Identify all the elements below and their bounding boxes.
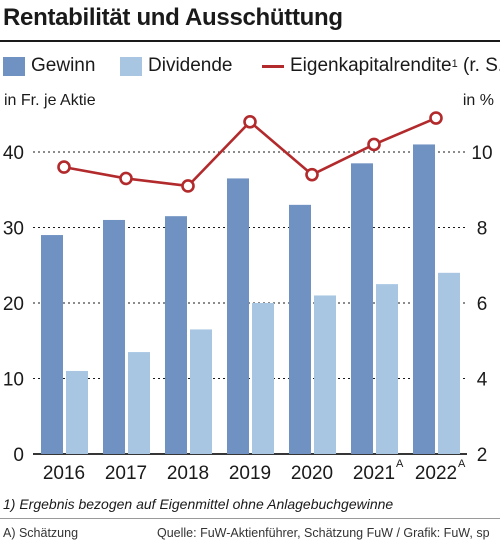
footnote: 1) Ergebnis bezogen auf Eigenmittel ohne…: [3, 496, 394, 512]
y-right-tick-label: 6: [477, 294, 488, 315]
y-right-tick-label: 4: [477, 370, 488, 391]
y-left-tick-label: 20: [3, 294, 24, 315]
x-tick-label-suffix: A: [458, 458, 466, 470]
bar-dividende: [66, 370, 88, 454]
x-tick-label: 2021: [353, 463, 395, 484]
y-left-tick-label: 0: [13, 445, 24, 466]
x-tick-label: 2016: [43, 463, 85, 484]
legend-label-ek-rendite-suffix: (r. S.): [463, 55, 500, 76]
legend: Gewinn Dividende Eigenkapitalrendite 1 (r…: [0, 55, 500, 79]
estimate-note: A) Schätzung: [3, 526, 79, 540]
bar-dividende: [314, 295, 336, 454]
point-ek-rendite: [429, 111, 443, 125]
right-axis-unit: in %: [462, 92, 494, 109]
source-note: Quelle: FuW-Aktienführer, Schätzung FuW …: [157, 526, 490, 540]
y-left-tick-label: 30: [3, 219, 24, 240]
bar-gewinn: [103, 219, 125, 454]
x-tick-label: 2017: [105, 463, 147, 484]
bar-gewinn: [351, 163, 373, 454]
legend-swatch-ek-rendite: [262, 64, 284, 68]
bar-gewinn: [227, 178, 249, 455]
bar-dividende: [438, 272, 460, 454]
x-tick-label: 2020: [291, 463, 333, 484]
title-divider: [0, 40, 500, 42]
x-tick-label: 2019: [229, 463, 271, 484]
x-tick-label: 2018: [167, 463, 209, 484]
footer-divider: [0, 518, 500, 519]
bar-gewinn: [165, 216, 187, 454]
bar-dividende: [190, 329, 212, 454]
left-axis-unit: in Fr. je Aktie: [4, 92, 96, 109]
point-ek-rendite: [305, 167, 319, 182]
y-right-tick-label: 8: [477, 219, 488, 240]
y-left-tick-label: 40: [3, 143, 24, 164]
bar-dividende: [128, 352, 150, 454]
bar-gewinn: [413, 144, 435, 454]
legend-label-dividende: Dividende: [148, 55, 233, 76]
point-ek-rendite: [367, 137, 381, 152]
legend-swatch-dividende: [120, 56, 142, 76]
point-ek-rendite: [181, 179, 195, 193]
legend-swatch-gewinn: [3, 56, 25, 76]
bar-gewinn: [41, 235, 63, 454]
legend-label-ek-rendite: Eigenkapitalrendite: [290, 55, 452, 76]
bar-gewinn: [289, 204, 311, 454]
point-ek-rendite: [119, 171, 133, 186]
bar-dividende: [252, 303, 274, 454]
x-tick-label-suffix: A: [396, 458, 404, 470]
legend-item-gewinn: Gewinn: [3, 55, 95, 77]
x-tick-label: 2022: [415, 463, 457, 484]
point-ek-rendite: [243, 115, 257, 129]
point-ek-rendite: [57, 160, 71, 174]
y-right-tick-label: 10: [471, 143, 492, 164]
y-left-tick-label: 10: [3, 370, 24, 391]
legend-item-dividende: Dividende: [120, 55, 233, 77]
legend-footnote-mark: 1: [451, 58, 458, 70]
y-right-tick-label: 2: [477, 445, 488, 466]
chart-title: Rentabilität und Ausschüttung: [3, 4, 343, 31]
bar-dividende: [376, 284, 398, 454]
legend-label-gewinn: Gewinn: [31, 55, 96, 76]
